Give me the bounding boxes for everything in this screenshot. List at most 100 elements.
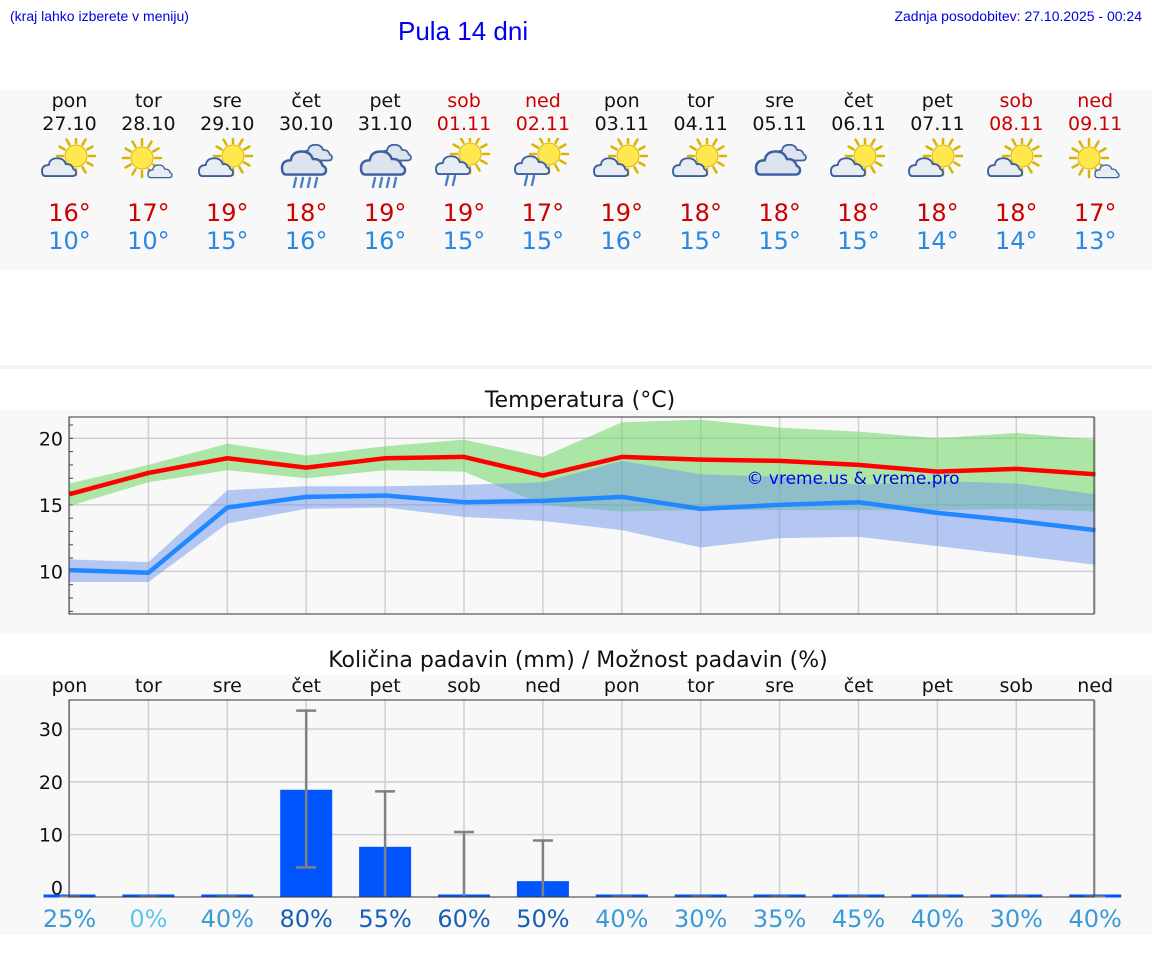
day-date: 08.11 xyxy=(989,113,1044,135)
precip-chance: 40% xyxy=(1068,905,1122,933)
min-temp-point xyxy=(858,501,859,503)
day-name: pet xyxy=(369,90,401,112)
precip-chance: 25% xyxy=(42,905,97,933)
temp-max: 18° xyxy=(916,199,959,227)
temp-max: 18° xyxy=(995,199,1038,227)
day-date: 02.11 xyxy=(515,113,571,135)
page-title: Pula 14 dni xyxy=(398,16,529,46)
category-label: sre xyxy=(765,675,794,697)
sun-cloud-rain-icon xyxy=(435,138,491,187)
category-label: čet xyxy=(291,675,321,697)
precip-chance: 35% xyxy=(752,905,807,933)
temp-min: 15° xyxy=(679,227,722,255)
precip-chart-title: Količina padavin (mm) / Možnost padavin … xyxy=(328,648,828,673)
category-label: tor xyxy=(687,675,714,697)
y-tick-label: 20 xyxy=(39,772,63,794)
day-date: 30.10 xyxy=(278,113,334,135)
day-date: 05.11 xyxy=(752,113,807,135)
day-name: sre xyxy=(212,90,242,112)
category-label: pon xyxy=(52,675,88,697)
temp-min: 15° xyxy=(521,227,565,255)
max-temp-point xyxy=(226,457,228,459)
day-name: ned xyxy=(1077,90,1114,112)
temp-min: 16° xyxy=(284,227,328,255)
temp-min: 15° xyxy=(442,227,486,255)
day-name: tor xyxy=(134,90,162,112)
y-tick-label: 20 xyxy=(39,428,63,450)
max-temp-point xyxy=(1015,468,1017,470)
sun-small-cloud-icon xyxy=(122,138,174,179)
category-label: pet xyxy=(369,675,400,697)
max-temp-line xyxy=(68,454,1096,497)
day-date: 09.11 xyxy=(1067,113,1123,135)
day-name: pet xyxy=(921,90,953,112)
category-label: pon xyxy=(604,675,640,697)
plot-area xyxy=(69,700,1094,897)
temp-min: 15° xyxy=(837,227,880,255)
min-temp-point xyxy=(305,496,307,498)
max-temp-point xyxy=(463,456,465,458)
temp-max: 17° xyxy=(521,199,565,227)
day-date: 28.10 xyxy=(121,113,176,135)
category-label: tor xyxy=(135,675,162,697)
max-temp-point xyxy=(779,460,781,462)
day-date: 03.11 xyxy=(594,113,649,135)
min-temp-line xyxy=(69,493,1096,575)
max-temp-point xyxy=(1094,473,1096,475)
category-label: sob xyxy=(1000,675,1034,697)
category-label: sob xyxy=(447,675,481,697)
min-temp-point xyxy=(936,512,938,514)
last-update: Zadnja posodobitev: 27.10.2025 - 00:24 xyxy=(894,8,1142,24)
min-temp-point xyxy=(226,507,228,509)
max-temp-point xyxy=(542,475,544,477)
temp-max: 18° xyxy=(758,199,801,227)
day-name: čet xyxy=(291,90,321,112)
temp-min: 10° xyxy=(127,227,170,255)
precip-chance: 60% xyxy=(437,905,491,933)
temp-min: 13° xyxy=(1073,227,1117,255)
min-temp-point xyxy=(1015,520,1017,522)
category-label: pet xyxy=(922,675,953,697)
temp-max: 18° xyxy=(837,199,880,227)
day-name: ned xyxy=(524,90,561,112)
precip-chance: 45% xyxy=(831,905,886,933)
day-name: čet xyxy=(843,90,874,112)
y-tick-label: 10 xyxy=(39,825,63,847)
precip-chance: 30% xyxy=(989,905,1043,933)
max-temp-point xyxy=(936,471,938,473)
precip-chance: 40% xyxy=(910,905,965,933)
min-temp-point xyxy=(700,508,702,510)
forecast-strip xyxy=(0,90,1152,270)
precip-chance: 40% xyxy=(200,905,254,933)
category-label: čet xyxy=(844,675,874,697)
max-temp-point xyxy=(305,467,307,469)
precip-chance: 40% xyxy=(595,905,649,933)
temp-max: 19° xyxy=(600,199,644,227)
temp-min: 14° xyxy=(995,227,1038,255)
location-hint: (kraj lahko izberete v meniju) xyxy=(10,8,189,24)
precip-chance: 55% xyxy=(358,905,412,933)
min-range-band xyxy=(69,460,1096,583)
min-temp-point xyxy=(147,572,149,574)
temp-min: 14° xyxy=(916,227,959,255)
max-temp-point xyxy=(384,457,386,459)
sun-small-cloud-icon xyxy=(1068,138,1120,179)
day-name: sre xyxy=(765,90,795,112)
temp-min: 15° xyxy=(758,227,801,255)
temp-min: 16° xyxy=(600,227,644,255)
temp-max: 16° xyxy=(48,199,91,227)
y-tick-label: 15 xyxy=(39,495,63,517)
precip-chance: 0% xyxy=(129,905,168,933)
min-temp-point xyxy=(463,501,465,503)
day-date: 29.10 xyxy=(200,113,255,135)
temp-min: 10° xyxy=(48,227,91,255)
max-temp-point xyxy=(147,472,149,474)
watermark: © vreme.us & vreme.pro xyxy=(746,469,959,489)
plot-frame xyxy=(68,416,1095,615)
category-label: ned xyxy=(525,675,561,697)
category-label: ned xyxy=(1077,675,1113,697)
temp-max: 19° xyxy=(442,199,486,227)
max-temp-point xyxy=(700,459,702,461)
y-tick-label: 10 xyxy=(39,561,63,583)
